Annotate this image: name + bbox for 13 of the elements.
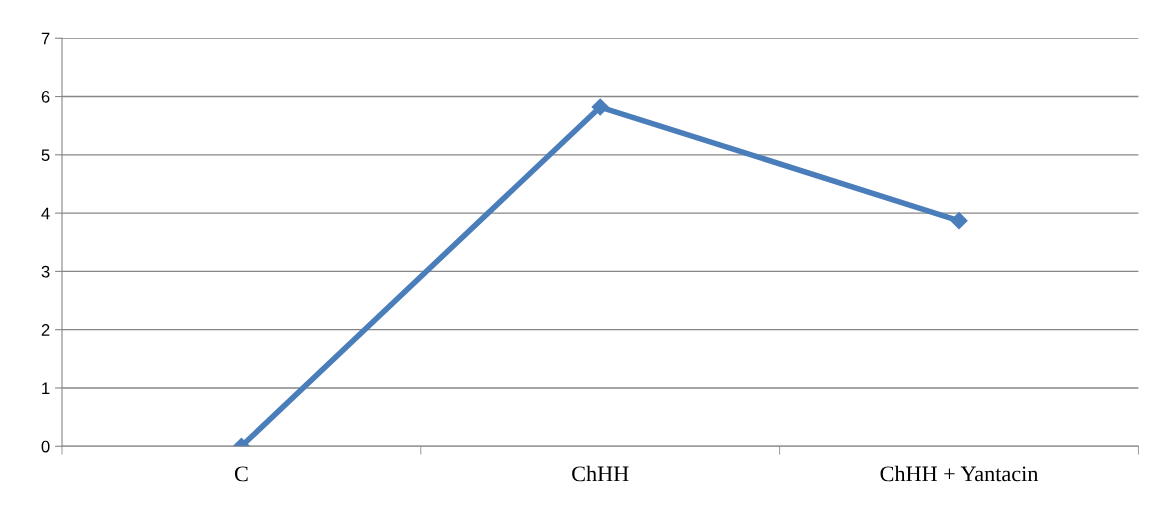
y-tick-label: 6 [41,90,50,103]
y-tick-label: 7 [41,32,50,45]
x-tick-label: ChHH + Yantacin [880,465,1039,482]
y-tick-label: 2 [41,324,50,336]
point [591,98,609,116]
y-tick-label: 5 [41,149,50,162]
y-tick-label: 3 [41,265,50,278]
y-tick-label: 0 [41,440,50,453]
y-tick-label: 1 [42,382,50,394]
x-tick-label: C [234,466,248,482]
y-tick-label: 4 [41,207,50,220]
x-tick-label: ChHH [572,465,629,482]
point [950,212,968,230]
